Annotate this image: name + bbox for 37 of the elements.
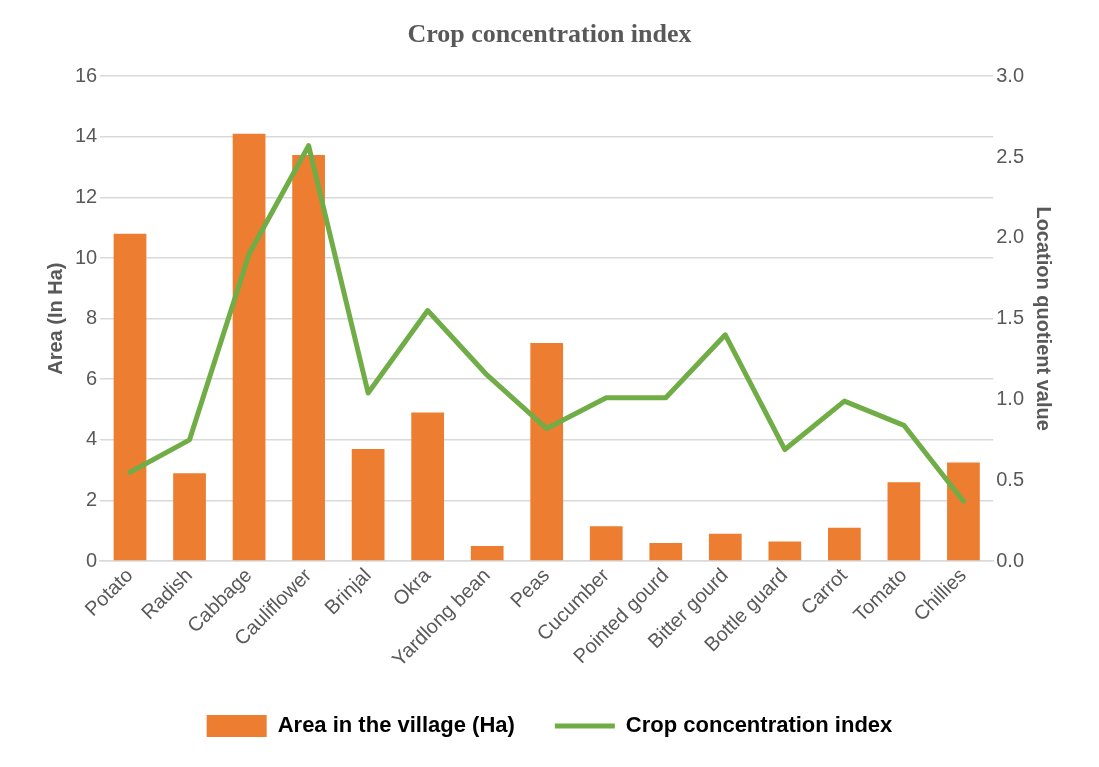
bar xyxy=(589,526,623,561)
legend-label: Crop concentration index xyxy=(625,712,894,738)
y2-axis-title: Location quotient value xyxy=(1033,206,1056,431)
bar xyxy=(828,527,861,561)
bar xyxy=(768,541,802,561)
y-tick-label: 14 xyxy=(75,124,98,147)
bar xyxy=(173,473,206,561)
y-tick-label: 2 xyxy=(86,487,98,510)
y-tick-label: 0 xyxy=(86,548,98,571)
bar xyxy=(887,482,921,561)
y2-tick-label: 0.0 xyxy=(996,548,1025,571)
bar xyxy=(470,545,504,561)
y-tick-label: 4 xyxy=(86,427,98,450)
bar xyxy=(708,533,742,561)
y2-tick-label: 2.5 xyxy=(996,144,1025,167)
bar xyxy=(351,448,385,561)
y-tick-label: 16 xyxy=(75,63,98,86)
bar xyxy=(113,233,147,561)
y-tick-label: 6 xyxy=(86,366,98,389)
y2-tick-label: 2.0 xyxy=(996,225,1025,248)
bar xyxy=(530,342,564,561)
y-tick-label: 12 xyxy=(75,184,98,207)
chart-title: Crop concentration index xyxy=(407,19,692,49)
y2-tick-label: 1.5 xyxy=(996,306,1025,329)
y-tick-label: 8 xyxy=(86,306,98,329)
bar xyxy=(232,133,266,561)
y-axis-title: Area (In Ha) xyxy=(43,262,66,375)
x-tick-label: Okra xyxy=(388,563,436,610)
bar xyxy=(292,154,325,561)
legend-label: Area in the village (Ha) xyxy=(277,712,515,738)
y2-tick-label: 3.0 xyxy=(996,63,1025,86)
bar xyxy=(411,412,445,561)
y2-tick-label: 0.5 xyxy=(996,467,1025,490)
y2-tick-label: 1.0 xyxy=(996,386,1025,409)
bar xyxy=(947,462,980,561)
y-tick-label: 10 xyxy=(75,245,98,268)
bar xyxy=(649,542,683,561)
